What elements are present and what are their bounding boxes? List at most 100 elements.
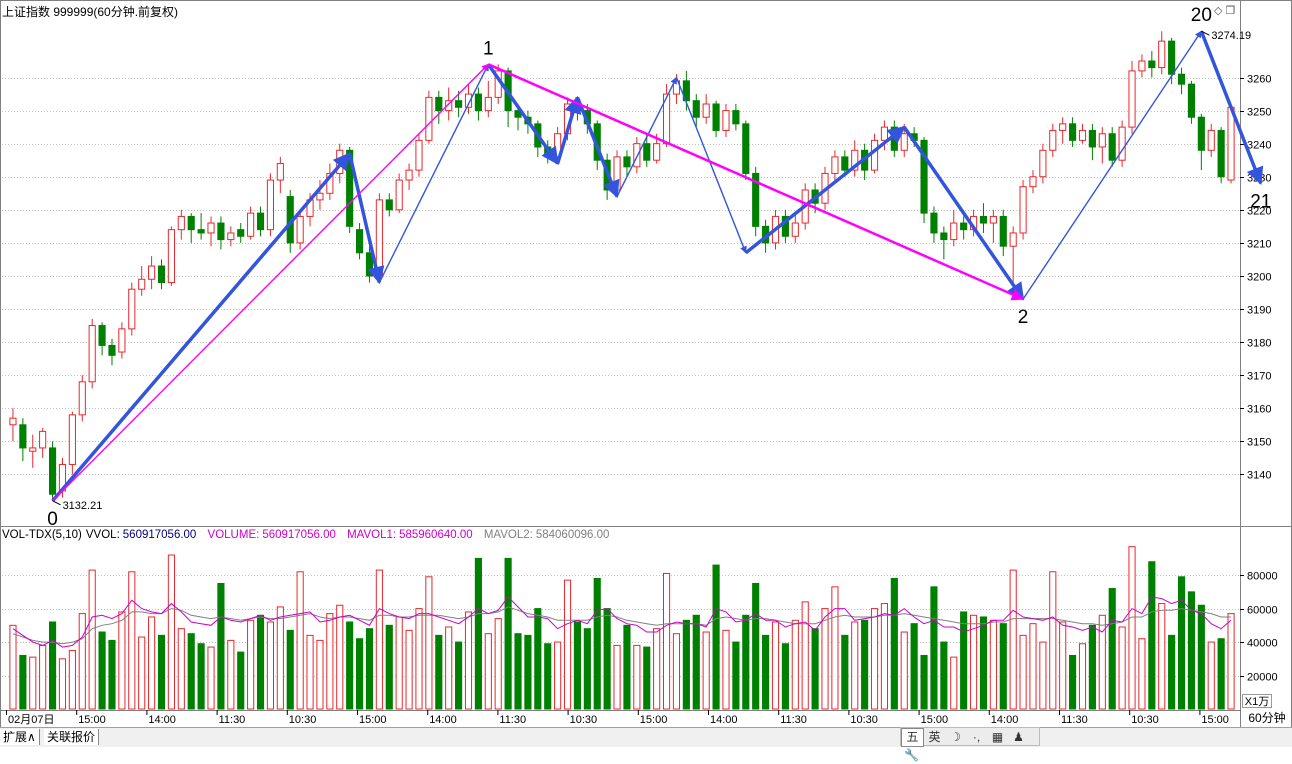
ime-punct-icon[interactable]: ·, [972, 730, 981, 744]
candle-body [1009, 232, 1017, 247]
wave-label: 0 [47, 509, 58, 530]
volume-bar [662, 572, 671, 710]
volume-bar [861, 619, 869, 710]
volume-bar [979, 616, 988, 710]
volume-bar [148, 616, 156, 710]
price-tick-label: 3240 [1247, 140, 1271, 152]
mavol2-value: 584060096.00 [535, 529, 610, 541]
volume-bar [1019, 634, 1027, 710]
volume-bar [791, 619, 799, 710]
time-axis-label: 11:30 [499, 714, 526, 726]
volume-label: VOLUME: [207, 529, 260, 541]
volume-bar [187, 633, 195, 710]
candle-body [1078, 129, 1087, 141]
price-tick-label: 3180 [1247, 338, 1271, 350]
candle-body [9, 417, 17, 426]
volume-bar [870, 608, 879, 710]
volume-bar [197, 643, 205, 710]
volume-bar [544, 643, 552, 710]
mavol1-value: 585960640.00 [399, 529, 473, 541]
time-axis-label: 10:30 [850, 714, 878, 726]
volume-bar [712, 564, 720, 710]
volume-bar [910, 623, 918, 710]
candle-body [930, 212, 938, 234]
volume-bar [118, 611, 126, 710]
candle-body [831, 156, 839, 174]
ime-keyboard-icon[interactable]: ▦ [991, 730, 1004, 744]
candle-body [613, 156, 621, 191]
period-label[interactable]: 60分钟 [1248, 711, 1286, 725]
volume-bar [920, 654, 928, 710]
wave-label: 21 [1250, 191, 1271, 212]
volume-bar [247, 619, 255, 710]
volume-bar [326, 613, 334, 710]
volume-bar [831, 586, 839, 710]
minor-wave-segment [51, 152, 351, 502]
window-controls[interactable]: ◇ ❐ [1214, 4, 1235, 17]
minor-wave-segment [1199, 30, 1264, 185]
minor-wave-segment [616, 76, 678, 197]
volume-indicator-name: VOL-TDX(5,10) [2, 529, 82, 541]
candle-body [1148, 60, 1156, 69]
candle-body [1207, 129, 1215, 151]
time-axis-label: 15:00 [359, 714, 387, 726]
candle-body [1118, 126, 1126, 161]
volume-bar [48, 621, 57, 710]
candle-body [464, 93, 473, 108]
candle-body [375, 199, 383, 277]
candle-body [1187, 83, 1196, 118]
volume-bar [316, 639, 324, 710]
restore-icon[interactable]: ❐ [1225, 5, 1236, 17]
ime-wrench-icon[interactable]: 🔧 [904, 748, 919, 762]
candle-body [39, 430, 47, 449]
volume-bar [762, 634, 770, 710]
price-tick-label: 3150 [1247, 437, 1271, 449]
volume-bar [900, 631, 908, 710]
mavol2-label: MAVOL2: [483, 529, 533, 541]
major-wave-segment [487, 63, 1025, 301]
candle-body [88, 325, 96, 383]
candle-body [960, 222, 968, 231]
diamond-icon[interactable]: ◇ [1214, 5, 1223, 17]
tab-expand[interactable]: 扩展∧ [0, 729, 40, 745]
candle-body [900, 133, 908, 151]
candle-body [940, 232, 948, 241]
tab-related-quotes[interactable]: 关联报价 [44, 729, 100, 745]
time-axis-label: 15:00 [921, 714, 949, 726]
volume-bar [702, 631, 710, 710]
time-axis-label: 10:30 [570, 714, 598, 726]
ime-user-icon[interactable]: ♟ [1013, 730, 1024, 744]
candle-body [1168, 40, 1176, 75]
candle-body [29, 447, 37, 452]
ime-english-icon[interactable]: 英 [928, 730, 941, 744]
volume-bar [1128, 546, 1136, 710]
price-tick-label: 3170 [1247, 371, 1271, 383]
candlestick-chart[interactable]: 3140315031603170318031903200321032203230… [0, 0, 1292, 747]
volume-bar [494, 618, 502, 710]
candle-body [1039, 149, 1047, 178]
volume-bar [1078, 643, 1087, 710]
volume-bar [841, 634, 849, 710]
price-tick-label: 3210 [1247, 239, 1271, 251]
volume-bar [19, 654, 27, 710]
volume-bar [375, 569, 383, 710]
volume-bar [29, 656, 37, 710]
candle-body [742, 123, 750, 174]
chart-title: 上证指数 999999(60分钟.前复权) [2, 5, 179, 19]
ime-moon-icon[interactable]: ☽ [950, 730, 961, 744]
ime-five-icon[interactable]: 五 [901, 728, 924, 747]
volume-bar [583, 628, 591, 710]
candle-body [445, 100, 453, 112]
minor-wave-segment [486, 63, 560, 165]
candle-body [19, 424, 27, 449]
volume-bar [9, 624, 17, 710]
candle-body [484, 96, 492, 112]
volume-bar [425, 576, 433, 710]
candle-body [355, 229, 364, 254]
volume-bar [157, 634, 166, 710]
candle-body [48, 447, 57, 495]
volume-bar [682, 619, 690, 710]
volume-tick-label: 20000 [1247, 672, 1278, 684]
volume-bar [752, 582, 760, 710]
volume-bar [276, 606, 284, 710]
